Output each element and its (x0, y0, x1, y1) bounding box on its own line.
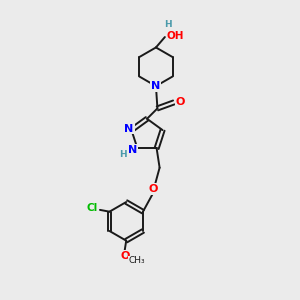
Text: N: N (128, 145, 138, 155)
Text: O: O (120, 251, 129, 261)
Text: H: H (164, 20, 172, 29)
Text: Cl: Cl (87, 202, 98, 212)
Text: O: O (149, 184, 158, 194)
Text: CH₃: CH₃ (129, 256, 146, 266)
Text: N: N (124, 124, 134, 134)
Text: OH: OH (167, 31, 184, 40)
Text: O: O (176, 97, 185, 107)
Text: H: H (119, 150, 127, 159)
Text: N: N (151, 81, 160, 91)
